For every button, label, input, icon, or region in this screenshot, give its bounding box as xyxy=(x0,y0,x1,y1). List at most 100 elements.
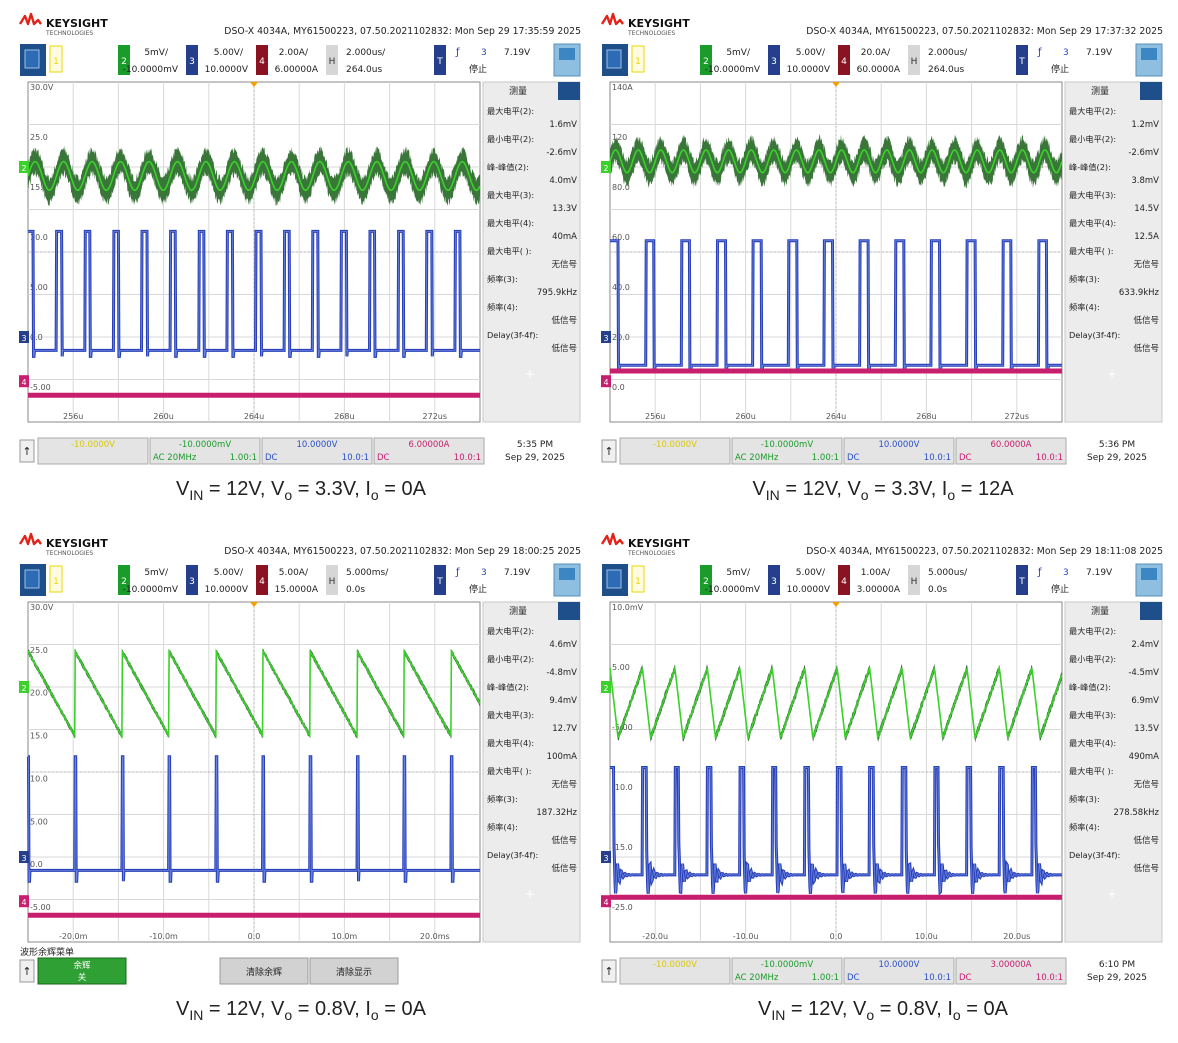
channel-probe-ratio: 10.0:1 xyxy=(924,453,951,463)
trigger-box[interactable] xyxy=(434,565,446,595)
meas-value: 低信号 xyxy=(551,315,577,326)
meas-value: 278.58kHz xyxy=(1113,808,1159,818)
ch3-marker[interactable] xyxy=(19,851,29,863)
back-button[interactable] xyxy=(601,439,617,463)
scope-1: KEYSIGHT TECHNOLOGIES DSO-X 4034A, MY61500… xyxy=(18,8,584,503)
ch4-box[interactable] xyxy=(256,45,268,75)
ch4-box[interactable] xyxy=(838,45,850,75)
back-button[interactable] xyxy=(19,959,35,983)
persist-button[interactable] xyxy=(37,957,127,985)
ch3-marker[interactable] xyxy=(601,331,611,343)
back-button[interactable] xyxy=(19,439,35,463)
trigger-box[interactable] xyxy=(434,45,446,75)
trigger-position-marker xyxy=(250,82,258,87)
ch4-marker[interactable] xyxy=(19,895,29,908)
channel-info-4[interactable] xyxy=(373,437,485,465)
brand-sub: TECHNOLOGIES xyxy=(627,30,675,37)
meas-menu-button[interactable] xyxy=(1140,602,1162,620)
y-tick-label: 140A xyxy=(612,83,633,92)
ch3-offset: 10.0000V xyxy=(787,585,831,595)
ch2-marker[interactable] xyxy=(19,681,29,693)
ch2-marker[interactable] xyxy=(601,681,611,693)
back-arrow-icon: ↑ xyxy=(22,965,31,978)
horizontal-label: H xyxy=(329,577,336,587)
meas-menu-button[interactable] xyxy=(1140,82,1162,100)
horizontal-box[interactable] xyxy=(908,565,920,595)
ch2-marker-label: 2 xyxy=(21,684,26,693)
ch2-marker[interactable] xyxy=(19,161,29,173)
hor-delay: 264.0us xyxy=(346,65,382,75)
channel-info-2[interactable] xyxy=(731,437,843,465)
channel-markers: 2 3 4 xyxy=(19,161,29,388)
meas-label: 频率(4): xyxy=(1069,822,1100,832)
ch4-label: 4 xyxy=(841,57,847,67)
ch2-marker[interactable] xyxy=(601,161,611,173)
horizontal-box[interactable] xyxy=(908,45,920,75)
ch4-box[interactable] xyxy=(838,565,850,595)
meas-label: 最大电平(4): xyxy=(1069,218,1116,228)
y-tick-label: -10.0 xyxy=(612,783,633,792)
meas-label: 最大电平( ): xyxy=(487,766,532,776)
ch3-marker[interactable] xyxy=(19,331,29,343)
y-tick-label: 0.0 xyxy=(612,383,625,392)
meas-label: 最大电平( ): xyxy=(1069,246,1114,256)
ch2-trace xyxy=(27,160,481,192)
ch3-box[interactable] xyxy=(186,45,198,75)
ch2-scale: 5mV/ xyxy=(726,568,751,578)
meas-label: 频率(4): xyxy=(487,822,518,832)
channel-info-2[interactable] xyxy=(731,957,843,985)
meas-bg xyxy=(1064,81,1163,423)
ch4-marker[interactable] xyxy=(601,895,611,908)
ch2-marker-label: 2 xyxy=(21,164,26,173)
x-tick-label: -10.0u xyxy=(733,932,759,941)
ch1-box[interactable] xyxy=(49,45,63,73)
ch3-box[interactable] xyxy=(768,45,780,75)
channel-info-1[interactable] xyxy=(619,957,731,985)
ch3-offset: 10.0000V xyxy=(205,65,249,75)
ch4-marker[interactable] xyxy=(601,375,611,388)
meas-menu-button[interactable] xyxy=(558,82,580,100)
clear-persist-button[interactable] xyxy=(219,957,309,985)
horizontal-box[interactable] xyxy=(326,45,338,75)
back-arrow-icon: ↑ xyxy=(604,445,613,458)
ch3-box[interactable] xyxy=(768,565,780,595)
ch2-box[interactable] xyxy=(700,45,712,75)
trigger-level: 7.19V xyxy=(504,48,531,58)
ch4-marker[interactable] xyxy=(19,375,29,388)
channel-info-3[interactable] xyxy=(261,437,373,465)
channel-probe-ratio: 1.00:1 xyxy=(812,453,839,463)
channel-info-4[interactable] xyxy=(955,437,1067,465)
channel-info-2[interactable] xyxy=(149,437,261,465)
clear-display-button[interactable] xyxy=(309,957,399,985)
trigger-level: 7.19V xyxy=(1086,48,1113,58)
channel-info-1[interactable] xyxy=(37,437,149,465)
channel-info-1[interactable] xyxy=(619,437,731,465)
ch4-box[interactable] xyxy=(256,565,268,595)
ch1-box[interactable] xyxy=(631,565,645,593)
meas-value: 低信号 xyxy=(1133,835,1159,846)
trigger-box[interactable] xyxy=(1016,565,1028,595)
ch2-box[interactable] xyxy=(700,565,712,595)
hor-scale: 5.000ms/ xyxy=(346,568,389,578)
ch2-box[interactable] xyxy=(118,565,130,595)
channel-info-3[interactable] xyxy=(843,957,955,985)
meas-menu-button[interactable] xyxy=(558,602,580,620)
meas-value: 无信号 xyxy=(1133,779,1159,790)
ch2-scale: 5mV/ xyxy=(726,48,751,58)
back-button[interactable] xyxy=(601,959,617,983)
channel-info-3[interactable] xyxy=(843,437,955,465)
trigger-box[interactable] xyxy=(1016,45,1028,75)
menu-title: 波形余辉菜单 xyxy=(20,946,74,958)
ch1-box[interactable] xyxy=(49,565,63,593)
ch1-box[interactable] xyxy=(631,45,645,73)
ch4-marker-label: 4 xyxy=(21,898,26,907)
channel-info-4[interactable] xyxy=(955,957,1067,985)
ch2-box[interactable] xyxy=(118,45,130,75)
horizontal-box[interactable] xyxy=(326,565,338,595)
ch4-offset: 6.00000A xyxy=(275,65,319,75)
ch3-marker[interactable] xyxy=(601,851,611,863)
meas-label: 峰-峰值(2): xyxy=(1069,682,1111,692)
ch3-box[interactable] xyxy=(186,565,198,595)
meas-label: 最大电平(3): xyxy=(487,710,534,720)
